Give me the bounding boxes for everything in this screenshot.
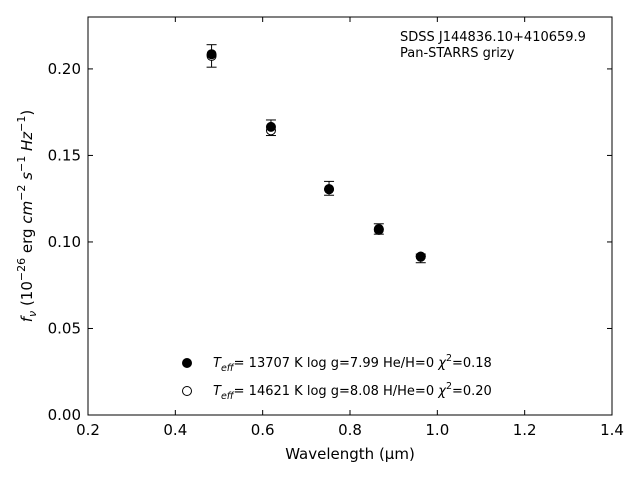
model-point-filled xyxy=(265,121,276,132)
x-axis-title: Wavelength (μm) xyxy=(285,445,415,463)
model-point-filled xyxy=(415,251,426,262)
model-point-filled xyxy=(373,223,384,234)
y-axis-title: fν (10−26 erg cm−2 s−1 Hz−1) xyxy=(15,110,39,323)
survey-annotation: Pan-STARRS grizy xyxy=(400,46,515,61)
x-tick-label: 1.4 xyxy=(600,421,624,439)
legend-entry-2: Teff= 14621 K log g=8.08 H/He=0 χ2=0.20 xyxy=(213,381,492,402)
y-tick-label: 0.10 xyxy=(48,233,81,251)
model-point-filled xyxy=(324,184,335,195)
legend-entry-1: Teff= 13707 K log g=7.99 He/H=0 χ2=0.18 xyxy=(213,353,492,374)
y-axis-ticks: 0.00 0.05 0.10 0.15 0.20 xyxy=(48,60,612,424)
x-tick-label: 1.0 xyxy=(425,421,449,439)
object-name-annotation: SDSS J144836.10+410659.9 xyxy=(400,30,586,45)
y-tick-label: 0.05 xyxy=(48,319,81,337)
y-tick-label: 0.00 xyxy=(48,406,81,424)
x-axis-ticks: 0.2 0.4 0.6 0.8 1.0 1.2 1.4 xyxy=(76,17,624,439)
data-layer xyxy=(206,44,426,264)
x-tick-label: 0.6 xyxy=(251,421,275,439)
x-tick-label: 1.2 xyxy=(513,421,537,439)
y-tick-label: 0.20 xyxy=(48,60,81,78)
legend: Teff= 13707 K log g=7.99 He/H=0 χ2=0.18 … xyxy=(182,353,492,402)
legend-marker-filled xyxy=(182,358,192,368)
y-tick-label: 0.15 xyxy=(48,146,81,164)
x-tick-label: 0.4 xyxy=(163,421,187,439)
x-tick-label: 0.8 xyxy=(338,421,362,439)
x-tick-label: 0.2 xyxy=(76,421,100,439)
legend-marker-open xyxy=(182,386,192,396)
model-point-filled xyxy=(206,49,217,60)
